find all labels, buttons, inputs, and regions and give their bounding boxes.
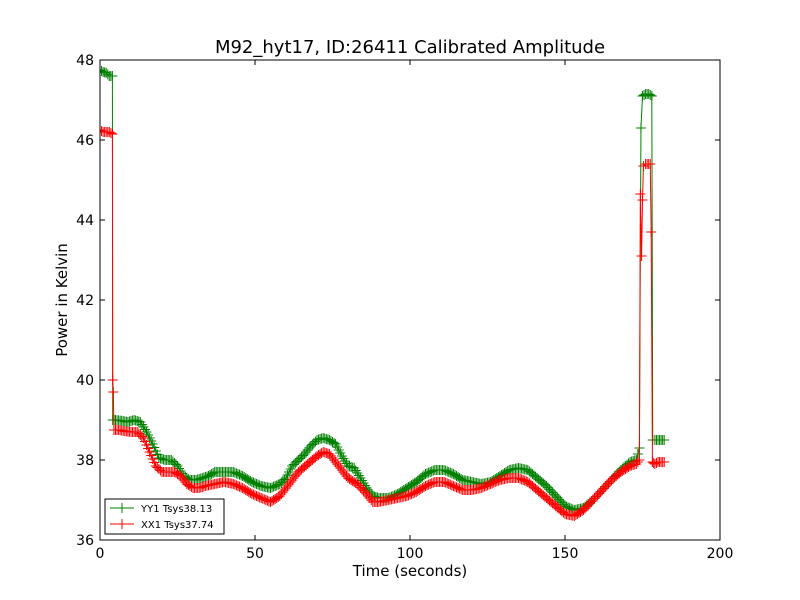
data-point-marker — [107, 129, 118, 139]
data-point-marker — [634, 455, 645, 465]
y-tick-label: 44 — [76, 213, 94, 229]
data-point-marker — [632, 457, 643, 467]
y-tick-label: 46 — [76, 133, 94, 149]
legend-swatch-marker — [117, 503, 127, 513]
y-tick-label: 38 — [76, 453, 94, 469]
data-point-marker — [659, 435, 670, 445]
y-tick-label: 36 — [76, 533, 94, 549]
data-point-marker — [659, 457, 670, 467]
data-point-marker — [108, 387, 119, 397]
series-xx1 — [100, 125, 670, 521]
x-tick-label: 150 — [552, 546, 579, 562]
x-tick-label: 0 — [96, 546, 105, 562]
y-axis-label: Power in Kelvin — [53, 243, 71, 357]
data-point-marker — [645, 159, 656, 169]
data-point-marker — [646, 91, 657, 101]
y-tick-label: 48 — [76, 53, 94, 69]
x-axis-label: Time (seconds) — [352, 562, 468, 580]
legend: YY1 Tsys38.13 XX1 Tsys37.74 — [104, 498, 225, 535]
x-tick-label: 200 — [707, 546, 734, 562]
data-point-marker — [635, 123, 646, 133]
legend-label: XX1 Tsys37.74 — [141, 520, 214, 531]
data-point-marker — [107, 71, 118, 81]
legend-swatch-marker — [117, 519, 127, 529]
data-point-marker — [637, 195, 648, 205]
data-point-marker — [635, 189, 646, 199]
chart-title: M92_hyt17, ID:26411 Calibrated Amplitude — [215, 37, 605, 58]
y-tick-label: 42 — [76, 293, 94, 309]
x-tick-label: 50 — [246, 546, 264, 562]
data-point-marker — [107, 375, 118, 385]
x-tick-label: 100 — [397, 546, 424, 562]
data-point-marker — [646, 227, 657, 237]
legend-label: YY1 Tsys38.13 — [140, 504, 212, 515]
y-tick-label: 40 — [76, 373, 94, 389]
data-point-marker — [139, 424, 150, 435]
data-point-marker — [636, 251, 647, 261]
data-point-marker — [645, 90, 656, 100]
legend-box — [104, 498, 225, 535]
data-point-marker — [105, 128, 116, 138]
